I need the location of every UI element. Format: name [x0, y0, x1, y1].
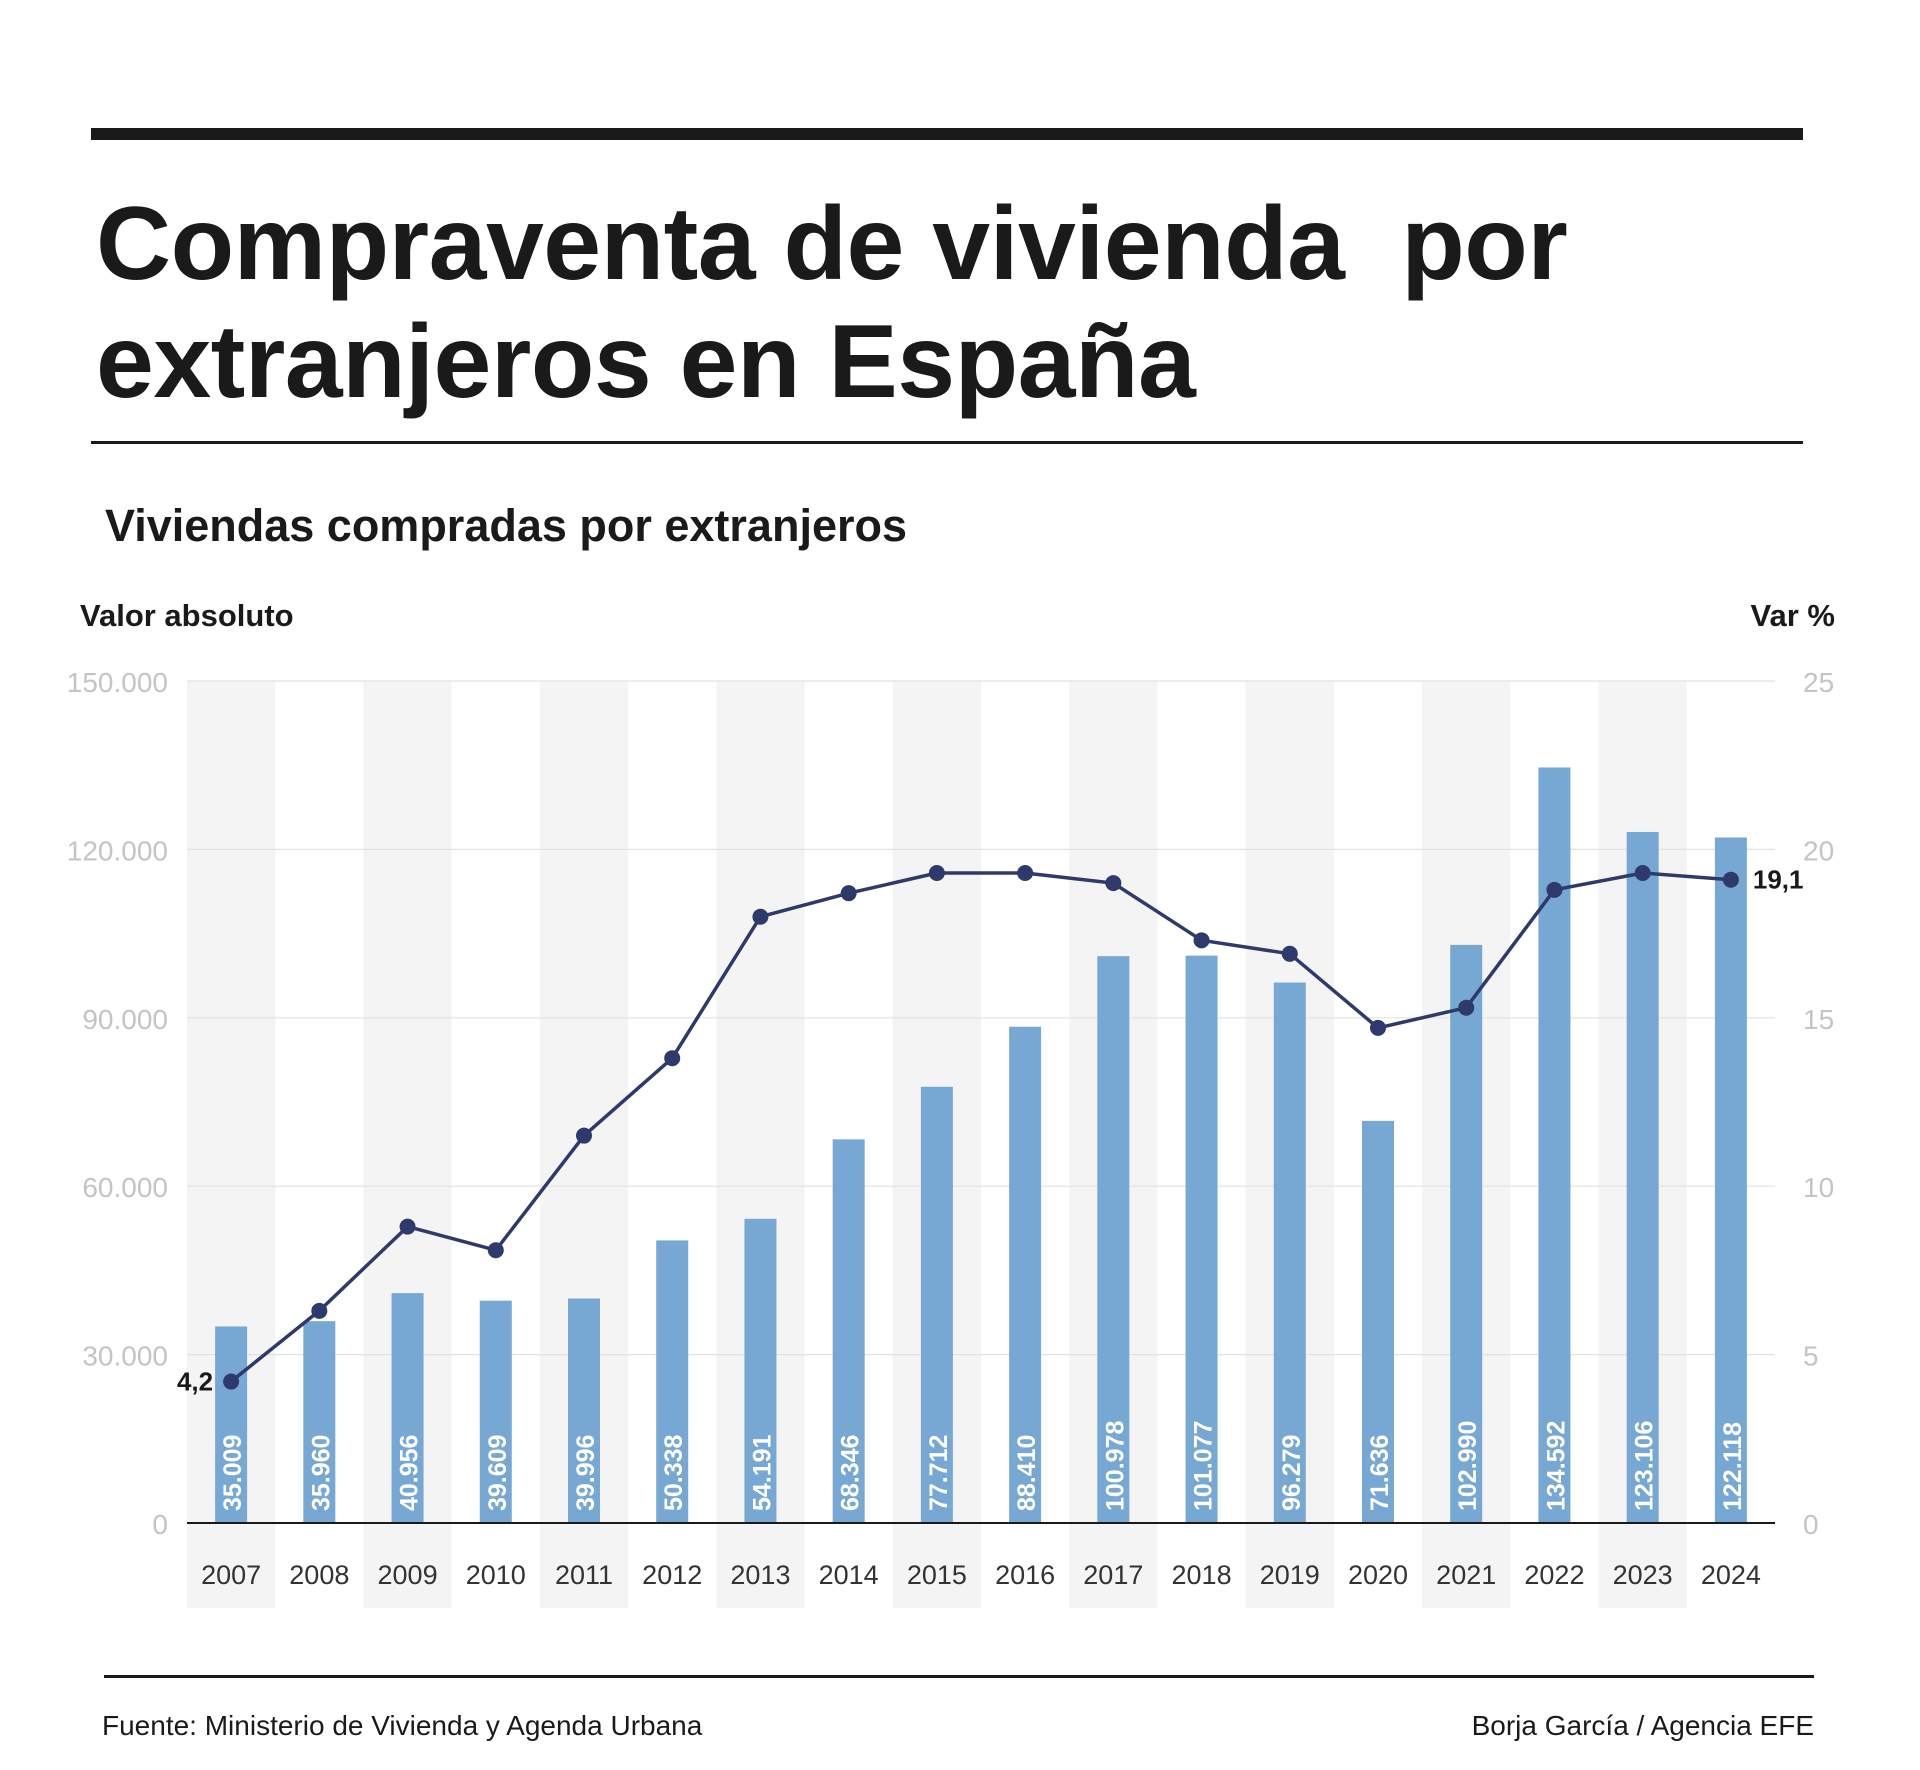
x-tick-label: 2013: [730, 1560, 790, 1590]
bar: [1273, 982, 1306, 1523]
var-point: [1193, 932, 1210, 949]
bar: [920, 1086, 953, 1523]
bar: [1362, 1120, 1394, 1523]
var-point: [223, 1373, 240, 1390]
author-credit: Borja García / Agencia EFE: [1471, 1710, 1814, 1741]
bar: [832, 1139, 865, 1523]
left-axis-tick-label: 60.000: [82, 1172, 168, 1203]
var-point: [1105, 875, 1122, 892]
x-tick-label: 2007: [201, 1560, 261, 1590]
bar-value-label: 134.592: [1542, 1421, 1570, 1511]
footer-divider: [104, 1675, 1814, 1678]
bar-value-label: 77.712: [925, 1435, 953, 1511]
x-tick-label: 2016: [995, 1560, 1055, 1590]
var-point: [1458, 999, 1475, 1016]
bar: [479, 1300, 512, 1523]
x-tick-label: 2010: [466, 1560, 526, 1590]
var-point: [311, 1302, 328, 1319]
x-tick-label: 2019: [1260, 1560, 1320, 1590]
var-point: [1017, 864, 1034, 881]
right-axis-tick-label: 10: [1803, 1172, 1834, 1203]
bar-value-label: 35.960: [307, 1435, 335, 1511]
bar-value-label: 96.279: [1278, 1435, 1306, 1511]
var-point: [928, 864, 945, 881]
top-rule: [91, 128, 1803, 140]
bar-value-label: 40.956: [396, 1435, 424, 1511]
bar-value-label: 54.191: [748, 1434, 776, 1511]
bar: [1714, 837, 1747, 1523]
left-axis-tick-label: 0: [152, 1509, 168, 1540]
x-tick-label: 2014: [819, 1560, 879, 1590]
var-point: [1546, 881, 1563, 898]
var-point-label: 19,1: [1753, 865, 1804, 895]
var-point: [1370, 1019, 1386, 1036]
left-axis-title: Valor absoluto: [80, 598, 294, 633]
right-axis-title: Var %: [1750, 598, 1835, 633]
var-point: [399, 1218, 416, 1235]
page-title: Compraventa de vivienda por extranjeros …: [96, 186, 1596, 420]
x-tick-label: 2023: [1613, 1560, 1673, 1590]
x-tick-label: 2024: [1701, 1560, 1761, 1590]
bar: [215, 1326, 248, 1523]
bar: [303, 1321, 336, 1523]
bar: [1009, 1026, 1042, 1523]
bar-value-label: 101.077: [1190, 1421, 1218, 1511]
bar: [391, 1293, 424, 1523]
var-point: [1722, 871, 1739, 888]
bar-value-label: 122.118: [1719, 1422, 1747, 1511]
bar: [1097, 956, 1130, 1523]
x-tick-label: 2020: [1348, 1560, 1408, 1590]
x-tick-label: 2021: [1436, 1560, 1496, 1590]
right-axis-tick-label: 20: [1803, 835, 1834, 866]
bar-value-label: 50.338: [660, 1434, 688, 1511]
left-axis-tick-label: 30.000: [82, 1341, 168, 1372]
right-axis-tick-label: 25: [1803, 667, 1834, 698]
bar-value-label: 39.996: [572, 1435, 600, 1511]
var-point: [576, 1127, 592, 1144]
chart-subtitle: Viviendas compradas por extranjeros: [105, 500, 908, 551]
bar-value-label: 68.346: [837, 1435, 865, 1511]
bar: [744, 1218, 777, 1523]
x-tick-label: 2011: [555, 1560, 613, 1590]
bar: [1626, 831, 1659, 1523]
bar-value-label: 39.609: [484, 1435, 512, 1511]
x-tick-label: 2009: [378, 1560, 438, 1590]
left-axis-tick-label: 90.000: [82, 1004, 168, 1035]
bar-value-label: 88.410: [1013, 1435, 1041, 1511]
bar-value-label: 71.636: [1366, 1435, 1394, 1511]
right-axis-tick-label: 0: [1803, 1509, 1819, 1540]
var-point: [664, 1050, 681, 1067]
bar-value-label: 100.978: [1101, 1421, 1129, 1511]
x-tick-label: 2012: [642, 1560, 702, 1590]
bar: [1450, 944, 1483, 1523]
var-point: [1281, 945, 1298, 962]
bar: [1538, 767, 1571, 1523]
bar-value-label: 35.009: [219, 1435, 247, 1511]
bar-value-label: 123.106: [1631, 1421, 1659, 1511]
x-tick-label: 2022: [1524, 1560, 1584, 1590]
var-point: [1634, 864, 1651, 881]
var-line: [230, 871, 1732, 1383]
source-note: Fuente: Ministerio de Vivienda y Agenda …: [102, 1710, 703, 1741]
x-tick-label: 2015: [907, 1560, 967, 1590]
bar: [1185, 955, 1218, 1523]
var-point: [840, 885, 857, 902]
var-point: [752, 908, 769, 925]
left-axis-tick-label: 150.000: [67, 667, 168, 698]
right-axis-tick-label: 15: [1803, 1004, 1834, 1035]
title-divider: [91, 441, 1803, 444]
x-tick-label: 2018: [1172, 1560, 1232, 1590]
var-point: [487, 1242, 504, 1259]
bar: [568, 1298, 600, 1523]
bar: [656, 1240, 689, 1523]
left-axis-tick-label: 120.000: [67, 835, 168, 866]
right-axis-tick-label: 5: [1803, 1341, 1819, 1372]
x-tick-label: 2017: [1083, 1560, 1143, 1590]
bar-value-label: 102.990: [1454, 1421, 1482, 1511]
x-tick-label: 2008: [289, 1560, 349, 1590]
var-point-label: 4,2: [177, 1367, 213, 1397]
